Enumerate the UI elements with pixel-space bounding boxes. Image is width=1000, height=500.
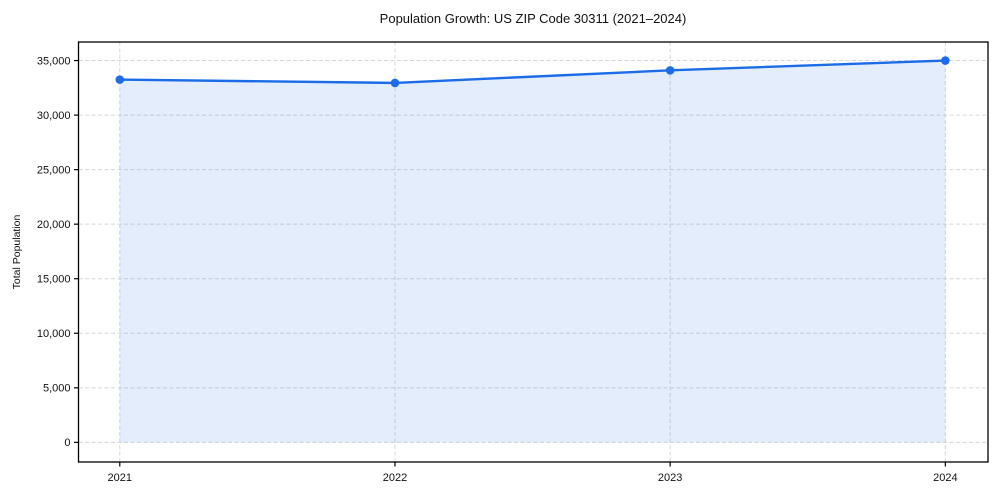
y-tick-label: 5,000 <box>43 383 71 395</box>
y-tick-label: 0 <box>64 437 70 449</box>
data-point-marker <box>941 56 950 65</box>
x-tick-label: 2023 <box>658 472 682 484</box>
data-point-marker <box>390 78 400 88</box>
chart-title: Population Growth: US ZIP Code 30311 (20… <box>379 11 687 26</box>
x-tick-label: 2022 <box>383 472 407 484</box>
y-tick-label: 10,000 <box>37 328 71 340</box>
plot-spines <box>77 41 989 463</box>
y-tick-label: 35,000 <box>37 55 71 67</box>
data-point-marker <box>665 66 675 75</box>
area-fill <box>119 60 946 443</box>
y-tick-label: 30,000 <box>37 110 71 122</box>
data-line <box>118 59 947 85</box>
y-tick-label: 25,000 <box>37 164 71 176</box>
x-tick-label: 2021 <box>108 472 132 484</box>
y-tick-label: 15,000 <box>37 274 71 286</box>
x-tick-label: 2024 <box>933 472 957 484</box>
data-point-marker <box>115 75 125 84</box>
y-tick-label: 20,000 <box>37 219 71 231</box>
